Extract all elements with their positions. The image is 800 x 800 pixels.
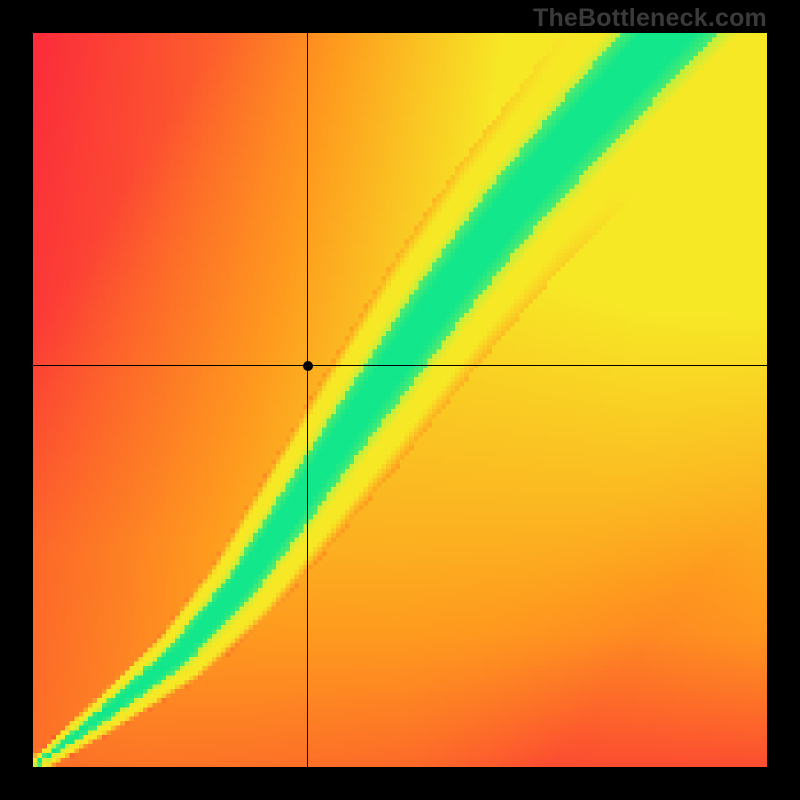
crosshair-vertical-line bbox=[307, 33, 308, 767]
watermark-text: TheBottleneck.com bbox=[533, 4, 767, 33]
crosshair-dot bbox=[303, 361, 313, 371]
crosshair-horizontal-line bbox=[33, 365, 767, 366]
bottleneck-heatmap bbox=[33, 33, 767, 767]
